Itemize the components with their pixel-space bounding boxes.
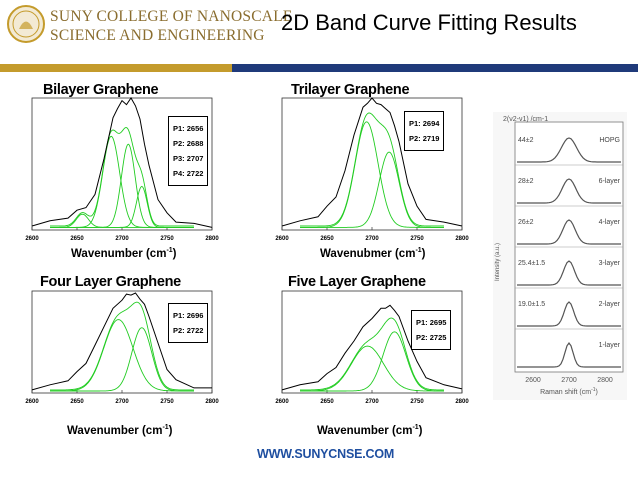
inset-spectrum — [517, 178, 621, 204]
suny-seal-logo — [7, 5, 45, 43]
inset-layer-label: 6-layer — [599, 178, 621, 185]
measured-spectrum-line — [281, 97, 463, 227]
x-tick-label: 2650 — [70, 399, 84, 405]
x-tick-label: 2800 — [455, 399, 469, 405]
fit-envelope-curve — [50, 127, 194, 227]
inset-layer-label: 1-layer — [599, 342, 621, 349]
panel-title-bilayer: Bilayer Graphene — [43, 82, 159, 98]
x-tick-label: 2650 — [320, 399, 334, 405]
inset-fwhm-label: 28±2 — [518, 178, 534, 185]
peak-label: P1: 2656 — [173, 124, 204, 133]
x-tick-label: 2700 — [115, 399, 129, 405]
peaks-box-fivelayer: P1: 2695 P2: 2725 — [411, 310, 452, 350]
peak-label: P2: 2688 — [173, 139, 204, 148]
fit-envelope-curve — [50, 301, 194, 391]
inset-fwhm-label: 26±2 — [518, 219, 534, 226]
peaks-box-bilayer: P1: 2656 P2: 2688 P3: 2707 P4: 2722 — [168, 116, 209, 186]
panel-title-trilayer: Trilayer Graphene — [291, 82, 410, 98]
fit-peak-curve — [300, 331, 444, 392]
panel-title-fivelayer: Five Layer Graphene — [288, 274, 426, 290]
peak-label: P2: 2722 — [173, 326, 204, 335]
inset-spectrum — [517, 219, 621, 245]
x-tick-label: 2700 — [365, 399, 379, 405]
peak-label: P2: 2725 — [416, 333, 447, 342]
inset-layer-label: HOPG — [599, 137, 620, 144]
peak-label: P2: 2719 — [409, 134, 440, 143]
measured-spectrum-line — [31, 97, 213, 228]
xlabel-fivelayer: Wavenumber (cm-1) — [317, 424, 423, 437]
peaks-box-fourlayer: P1: 2696 P2: 2722 — [168, 303, 209, 343]
peak-label: P4: 2722 — [173, 169, 204, 178]
inset-spectrum — [517, 260, 621, 286]
inset-fwhm-label: 19.0±1.5 — [518, 301, 545, 308]
fit-peak-curve — [50, 327, 194, 392]
x-tick-label: 2650 — [320, 236, 334, 242]
header-gold-bar — [0, 64, 232, 72]
xlabel-fourlayer: Wavenumber (cm-1) — [67, 424, 173, 437]
inset-layer-label: 3-layer — [599, 260, 621, 267]
x-tick-label: 2600 — [275, 399, 289, 405]
x-tick-label: 2800 — [455, 236, 469, 242]
xlabel-bilayer: Wavenumber (cm-1) — [71, 247, 177, 260]
fit-peak-curve — [50, 185, 194, 228]
measured-spectrum-line — [31, 292, 212, 391]
x-tick-label: 2600 — [275, 236, 289, 242]
brand-line-1: SUNY COLLEGE OF NANOSCALE — [50, 8, 293, 25]
measured-spectrum-line — [281, 304, 463, 391]
x-tick-label: 2750 — [410, 399, 424, 405]
peak-label: P1: 2695 — [416, 318, 447, 327]
header-navy-bar — [232, 64, 638, 72]
brand-line-2: SCIENCE AND ENGINEERING — [50, 27, 265, 44]
inset-xtick: 2700 — [561, 377, 577, 384]
peak-label: P1: 2694 — [409, 119, 440, 128]
x-tick-label: 2800 — [205, 236, 219, 242]
x-tick-label: 2750 — [160, 399, 174, 405]
peak-label: P1: 2696 — [173, 311, 204, 320]
x-tick-label: 2800 — [205, 399, 219, 405]
inset-ylabel: Intensity (a.u.) — [495, 243, 501, 281]
inset-spectrum — [517, 137, 621, 163]
inset-title: 2(ν2-ν1) /cm-1 — [503, 116, 548, 123]
website-url[interactable]: WWW.SUNYCNSE.COM — [257, 447, 395, 461]
fit-peak-curve — [300, 345, 444, 392]
inset-xlabel: Raman shift (cm-1) — [540, 387, 598, 396]
panel-title-fourlayer: Four Layer Graphene — [40, 274, 181, 290]
peaks-box-trilayer: P1: 2694 P2: 2719 — [404, 111, 445, 151]
x-tick-label: 2600 — [25, 399, 39, 405]
inset-fwhm-label: 25.4±1.5 — [518, 260, 545, 267]
fit-peak-curve — [50, 319, 194, 392]
inset-layer-label: 2-layer — [599, 301, 621, 308]
inset-fwhm-label: 44±2 — [518, 137, 534, 144]
x-tick-label: 2750 — [160, 236, 174, 242]
x-tick-label: 2700 — [115, 236, 129, 242]
xlabel-trilayer: Wavenubmer (cm-1) — [320, 247, 426, 260]
x-tick-label: 2750 — [410, 236, 424, 242]
raman-reference-figure: Intensity (a.u.) 2(ν2-ν1) /cm-1 44±2 HOPG… — [495, 116, 624, 396]
fit-envelope-curve — [300, 112, 444, 227]
inset-spectrum — [517, 301, 621, 327]
fit-peak-curve — [300, 151, 444, 228]
slide-title: 2D Band Curve Fitting Results — [281, 10, 577, 35]
x-tick-label: 2600 — [25, 236, 39, 242]
inset-spectrum — [517, 341, 621, 368]
raman-reference-inset: Intensity (a.u.) 2(ν2-ν1) /cm-1 44±2 HOPG… — [493, 112, 627, 400]
fit-envelope-curve — [300, 317, 444, 391]
inset-xtick: 2800 — [597, 377, 613, 384]
peak-label: P3: 2707 — [173, 154, 204, 163]
x-tick-label: 2650 — [70, 236, 84, 242]
x-tick-label: 2700 — [365, 236, 379, 242]
inset-xtick: 2600 — [525, 377, 541, 384]
inset-layer-label: 4-layer — [599, 219, 621, 226]
